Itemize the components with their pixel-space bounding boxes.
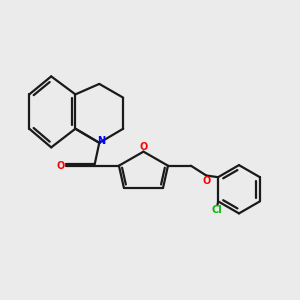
Text: O: O — [203, 176, 211, 186]
Text: O: O — [139, 142, 148, 152]
Text: O: O — [56, 161, 65, 171]
Text: N: N — [97, 136, 105, 146]
Text: Cl: Cl — [211, 205, 222, 215]
